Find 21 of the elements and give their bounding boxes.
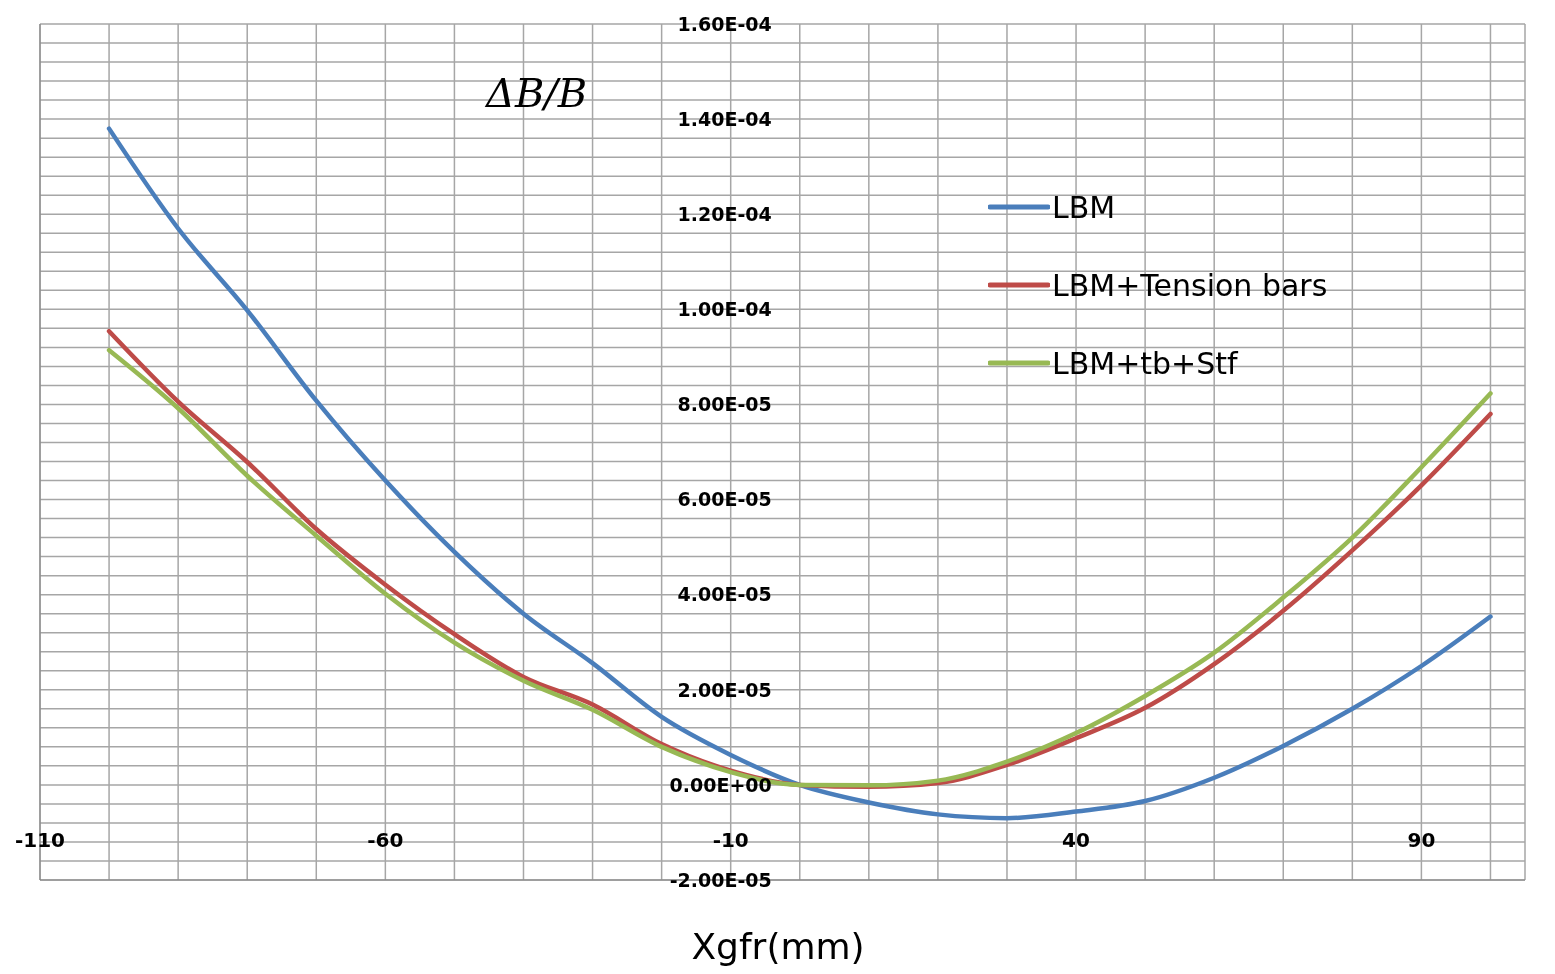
y-tick-label: 6.00E-05	[677, 488, 772, 511]
x-tick-label: -10	[712, 828, 749, 853]
y-tick-label: 0.00E+00	[669, 773, 772, 796]
legend-label: LBM+Tension bars	[1052, 267, 1328, 303]
x-tick-label: 40	[1062, 828, 1090, 853]
x-axis-title: Xgfr(mm)	[690, 926, 866, 967]
y-tick-label: 2.00E-05	[677, 678, 772, 701]
x-tick-label: -110	[14, 828, 66, 853]
y-tick-label: 4.00E-05	[677, 583, 772, 606]
y-tick-label: 1.00E-04	[677, 298, 772, 321]
x-tick-label: 90	[1407, 828, 1436, 853]
x-tick-label: -60	[367, 828, 404, 853]
y-axis-title: ΔB/B	[486, 70, 588, 116]
y-tick-label: 1.40E-04	[677, 107, 772, 130]
y-tick-label: 8.00E-05	[677, 393, 772, 416]
y-tick-label: -2.00E-05	[669, 868, 772, 891]
legend-label: LBM	[1052, 189, 1116, 225]
y-tick-label: 1.20E-04	[677, 202, 772, 225]
legend-label: LBM+tb+Stf	[1052, 345, 1238, 381]
y-tick-label: 1.60E-04	[677, 12, 772, 35]
line-series	[106, 126, 1493, 821]
